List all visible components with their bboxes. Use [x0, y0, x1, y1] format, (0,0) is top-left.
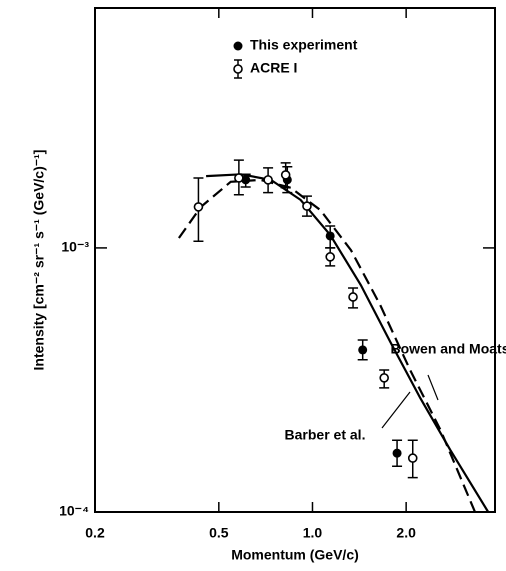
data-point: [407, 453, 418, 463]
curve: [178, 178, 477, 513]
plot-frame: [94, 7, 496, 513]
x-tick-label: 1.0: [303, 525, 323, 541]
legend-marker: [233, 64, 243, 74]
data-point: [348, 292, 358, 302]
curve-label: Bowen and Moats: [390, 341, 506, 357]
data-point: [234, 173, 244, 183]
legend-marker: [233, 41, 243, 51]
data-point: [280, 170, 291, 180]
data-point: [358, 345, 368, 355]
x-tick-label: 0.2: [85, 525, 105, 541]
data-point: [302, 201, 312, 211]
data-point: [392, 448, 402, 458]
legend-label: ACRE I: [250, 60, 297, 76]
data-point: [263, 175, 273, 185]
data-point: [325, 231, 335, 241]
annotation-arrow: [381, 391, 411, 429]
data-point: [379, 373, 389, 383]
legend-label: This experiment: [250, 37, 358, 53]
data-point: [325, 252, 335, 262]
y-axis-label: Intensity [cm⁻² sr⁻¹ s⁻¹ (GeV/c)⁻¹]: [31, 150, 47, 371]
x-axis-label: Momentum (GeV/c): [231, 547, 359, 563]
curve-label: Barber et al.: [285, 427, 366, 443]
curve: [206, 173, 490, 513]
data-point: [193, 202, 204, 212]
annotation-arrow: [427, 374, 439, 401]
x-tick-label: 0.5: [209, 525, 229, 541]
y-tick-label: 10⁻³: [61, 239, 89, 255]
y-tick-label: 10⁻⁴: [59, 503, 89, 519]
x-tick-label: 2.0: [396, 525, 416, 541]
